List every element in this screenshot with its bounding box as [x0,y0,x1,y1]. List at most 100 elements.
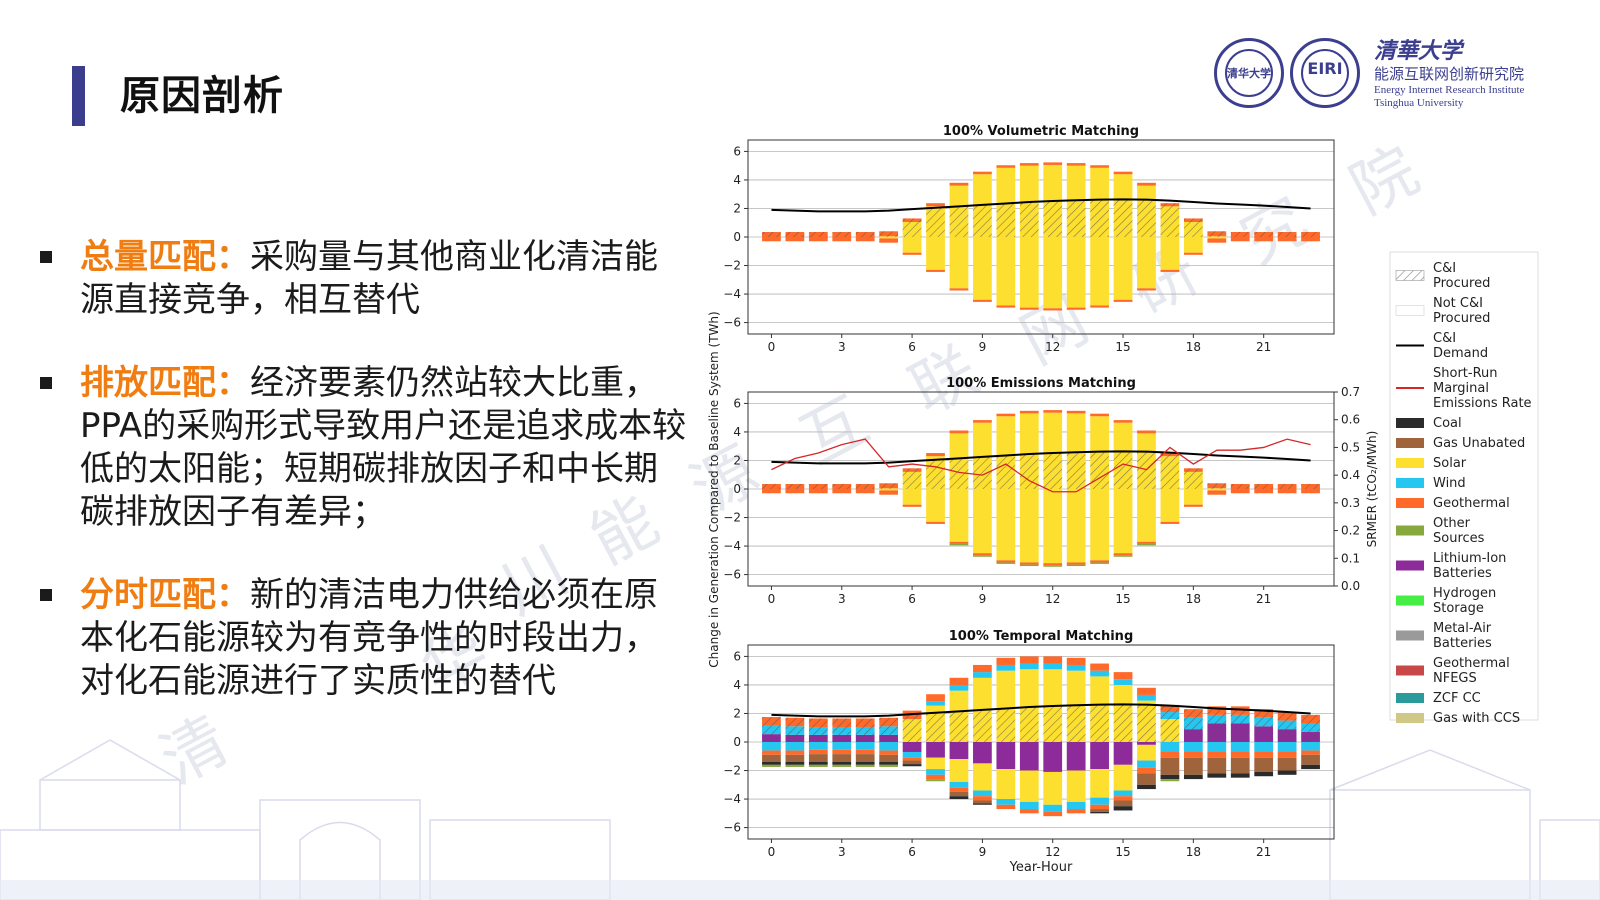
bar-segment [1019,742,1039,771]
bar-segment [879,489,899,491]
bar-hatch-ci-procured [926,712,945,742]
bar-hatch-ci-procured [1090,451,1109,489]
bar-segment [1019,163,1039,166]
bar-segment [1043,410,1063,413]
y-tick-label: −6 [723,568,741,582]
y2-tick-label: 0.2 [1341,524,1360,538]
bar-segment [1113,171,1133,175]
x-tick-label: 15 [1115,592,1130,606]
bar-segment [1137,744,1156,761]
bar-segment [973,800,992,804]
bar-segment [973,420,992,423]
bar-hatch-ci-procured [832,484,852,489]
bar-segment [949,237,969,289]
bar-segment [973,803,992,805]
ci-demand-line [771,198,1311,213]
bar-segment [973,299,992,302]
plot-frame [747,139,1335,335]
bar-segment [785,489,805,494]
bar-segment [1090,797,1109,805]
bar-segment [1301,237,1320,242]
legend-label-line: Batteries [1433,636,1492,651]
legend-swatch-box [1395,305,1425,316]
bar-segment [949,787,969,792]
bar-segment [1019,562,1039,565]
bar-segment [855,764,875,767]
legend-label-line: Other [1433,516,1471,531]
y-tick-label: 2 [733,453,741,467]
bar-hatch-ci-procured [1183,218,1203,237]
bar-hatch-ci-procured [855,484,875,489]
legend-label-line: Batteries [1433,566,1492,581]
legend-label: Lithium-Ion Batteries [1433,551,1506,581]
bar-segment [1230,757,1250,774]
bullet-list: 总量匹配：采购量与其他商业化清洁能源直接竞争，相互替代 排放匹配：经济要素仍然站… [40,236,690,743]
bullet-square-icon [40,589,52,601]
bar-segment [1113,555,1133,557]
bar-segment [1066,163,1086,166]
bar-segment [996,742,1016,770]
bar-hatch-ci-procured [1183,468,1203,489]
x-tick-label: 0 [768,592,776,606]
bar-segment [926,521,945,524]
x-tick-label: 3 [838,592,846,606]
bar-segment [855,489,875,494]
panel-title: 100% Temporal Matching [949,629,1134,644]
seal-right-text: EIRI [1307,59,1343,78]
legend-swatch-patch [1396,630,1424,641]
legend-label-line: Not C&I [1433,296,1483,311]
bar-segment [855,749,875,755]
bar-segment [1160,779,1180,782]
university-seal-icon: 清华大学 [1214,38,1284,108]
bar-segment [762,489,781,494]
bar-segment [785,754,805,762]
bar-segment [1137,694,1156,701]
ci-demand-line [771,450,1311,465]
y2-tick-label: 0.3 [1341,496,1360,510]
legend-label-line: Gas with CCS [1433,711,1520,726]
legend-label: Solar [1433,456,1467,471]
y-tick-label: 4 [733,425,741,439]
bar-segment [808,749,828,755]
bar-segment [902,764,922,767]
y-tick-label: −2 [723,764,741,778]
bar-segment [1090,489,1109,561]
bar-segment [1090,769,1109,798]
bar-segment [1230,489,1250,494]
x-tick-label: 21 [1256,845,1271,859]
bar-segment [879,490,899,495]
bar-hatch-ci-procured [1183,709,1203,742]
bar-segment [1137,489,1156,542]
bar-segment [1183,237,1203,253]
bar-segment [1066,657,1086,665]
bar-segment [832,761,852,765]
x-tick-label: 18 [1186,845,1201,859]
bar-hatch-ci-procured [1043,201,1063,237]
x-tick-label: 9 [979,845,987,859]
bar-segment [1066,742,1086,771]
legend-swatch-patch [1396,713,1424,723]
bar-segment [832,749,852,755]
legend-label-line: Sources [1433,531,1485,546]
bar-hatch-ci-procured [996,455,1016,489]
bar-hatch-ci-procured [973,456,992,489]
bar-segment [1066,307,1086,310]
y-tick-label: 4 [733,173,741,187]
bar-segment [996,305,1016,308]
bar-hatch-ci-procured [785,232,805,237]
bar-segment [785,750,805,755]
bar-hatch-ci-procured [1301,232,1320,237]
bar-segment [1207,238,1227,243]
bar-segment [996,664,1016,671]
bar-segment [926,203,945,207]
bar-segment [1113,672,1133,680]
institute-name-cn: 能源互联网创新研究院 [1374,65,1525,83]
bar-segment [902,742,922,752]
bar-segment [1066,237,1086,308]
bar-segment [1160,757,1180,775]
legend-label-line: Emissions Rate [1433,396,1532,411]
bar-segment [1160,774,1180,780]
bar-segment [808,237,828,242]
bar-segment [1277,489,1297,494]
bar-segment [1066,564,1086,567]
